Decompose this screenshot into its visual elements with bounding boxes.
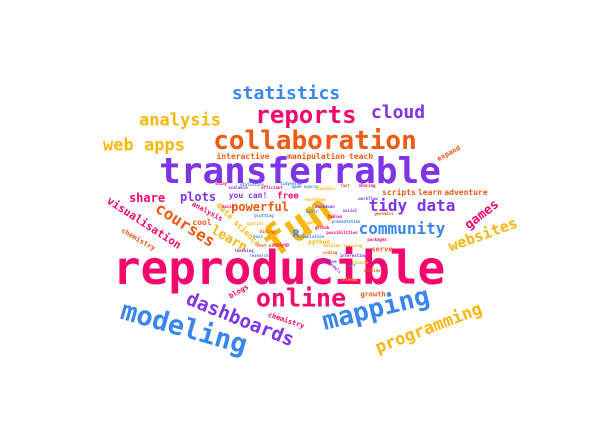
word-adventure: adventure <box>444 188 488 197</box>
word-collaboration: collaboration <box>213 126 417 156</box>
word-cloud: cloud <box>370 102 426 123</box>
word-interactive: interactive <box>216 152 270 161</box>
word-tiny-36: text mining <box>256 243 284 248</box>
word-teach: teach <box>348 152 374 161</box>
word-reproducible: reproducible <box>112 241 446 295</box>
word-plots: plots <box>179 190 217 204</box>
word-tidy-data: tidy data <box>368 196 456 215</box>
word-online: online <box>255 283 347 313</box>
word-free: free <box>277 191 299 202</box>
word-community: community <box>358 219 446 238</box>
word-tiny-24: research <box>249 253 269 258</box>
word-scripts: scripts <box>382 188 416 197</box>
word-growth: growth <box>360 290 386 299</box>
word-tiny-21: biology <box>259 229 277 234</box>
word-tiny-40: creative <box>317 259 337 264</box>
word-analysis: analysis <box>139 110 221 131</box>
word-powerful: powerful <box>231 200 289 214</box>
word-tiny-38: sharing <box>358 183 376 188</box>
word-tiny-25: insight <box>297 220 315 225</box>
word-expand: expand <box>435 144 462 164</box>
word-tiny-27: workflow <box>358 196 378 201</box>
word-python: python <box>308 239 330 246</box>
word-tiny-5: flexible <box>315 186 335 191</box>
word-reports: reports <box>255 101 357 129</box>
word-tiny-11: simulation <box>299 234 325 239</box>
word-tiny-31: finance <box>351 260 369 265</box>
word-you-can: you can! <box>228 191 268 200</box>
word-tiny-34: art <box>348 263 356 268</box>
word-tiny-12: interesting <box>339 253 367 258</box>
word-tiny-20: spatial <box>246 221 264 226</box>
word-tiny-8: presentation <box>331 219 361 224</box>
word-tiny-30: tidyverse <box>280 181 302 186</box>
word-tiny-4: open source <box>291 184 319 189</box>
word-tiny-23: teaching <box>234 248 254 253</box>
word-tiny-2: statistics <box>239 182 265 187</box>
word-tiny-17: knitr <box>305 209 319 214</box>
word-tiny-9: possibilities <box>326 230 358 235</box>
word-tiny-16: bookdown <box>315 204 335 209</box>
word-tiny-1: scalable <box>228 185 248 190</box>
word-tiny-28: genomics <box>374 211 394 216</box>
word-tiny-29: shiny <box>214 181 228 186</box>
word-tiny-13: coding <box>322 250 338 255</box>
word-tiny-15: rmarkdown <box>304 197 326 202</box>
word-tiny-26: github <box>314 225 330 230</box>
word-tiny-6: fast <box>340 183 350 188</box>
word-statistics: statistics <box>231 83 341 104</box>
word-tiny-39: docs <box>253 234 263 239</box>
word-tiny-32: complex <box>363 268 381 273</box>
word-manipulation: manipulation <box>287 152 345 161</box>
word-web-apps: web apps <box>103 135 185 156</box>
word-learn-2: learn <box>417 188 443 197</box>
word-tiny-35: music <box>221 204 235 209</box>
word-tiny-7: social <box>342 208 358 213</box>
word-tiny-22: ecology <box>272 242 290 247</box>
word-R: R <box>292 227 300 241</box>
word-tiny-19: plotting <box>254 213 274 218</box>
word-tiny-37: friends <box>340 277 358 282</box>
word-tiny-18: tables <box>327 214 343 219</box>
word-tiny-14: packages <box>367 237 387 242</box>
word-serve: serve <box>371 245 393 254</box>
word-share: share <box>128 191 166 205</box>
word-cool: cool <box>192 218 212 227</box>
word-transferrable: transferrable <box>159 151 441 192</box>
word-tiny-3: efficient <box>261 185 283 190</box>
word-tiny-10: machine learning <box>323 243 363 248</box>
